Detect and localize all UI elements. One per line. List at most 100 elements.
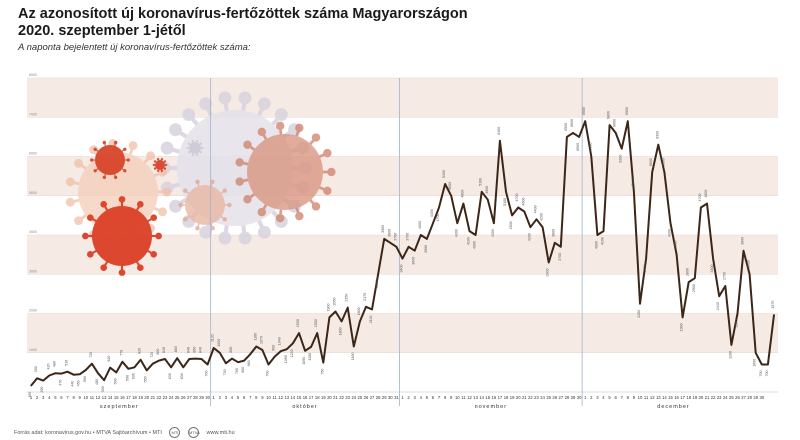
x-tick-label: 4: [602, 395, 605, 400]
data-label: 1000: [753, 359, 757, 367]
data-point: [176, 357, 178, 359]
x-tick-label: 6: [60, 395, 63, 400]
x-tick-label: 2: [407, 395, 410, 400]
data-label: 420: [46, 364, 50, 370]
data-label: 2050: [333, 298, 337, 306]
data-point: [438, 206, 440, 209]
data-point: [669, 222, 672, 224]
x-tick-label: 12: [278, 395, 283, 400]
data-point: [529, 226, 531, 228]
data-point: [298, 332, 300, 334]
data-point: [694, 277, 696, 279]
virus-spike-tip: [311, 133, 321, 142]
virus-spike-tip: [191, 153, 194, 157]
virus-spike-tip: [311, 202, 321, 211]
data-point: [682, 316, 684, 319]
x-tick-label: 12: [96, 395, 101, 400]
data-label: 1160: [253, 333, 257, 341]
virus-spike-tip: [150, 214, 158, 222]
data-point: [243, 360, 245, 362]
data-label: 960: [247, 360, 251, 366]
data-point: [231, 358, 233, 360]
data-label: 3300: [546, 268, 550, 276]
data-label: 1970: [771, 301, 775, 309]
data-point: [140, 359, 142, 361]
data-label: 840: [199, 347, 203, 353]
virus-spike-tip: [155, 232, 162, 240]
x-tick-label: 27: [370, 395, 375, 400]
virus-spike-tip: [199, 142, 203, 145]
data-label: 1070: [259, 336, 263, 344]
data-label: 4300: [430, 209, 434, 217]
x-tick-label: 14: [108, 395, 113, 400]
y-tick-label: 7000: [29, 112, 37, 116]
data-label: 700: [205, 371, 209, 377]
data-point: [97, 372, 99, 374]
virus-spike-tip: [275, 213, 285, 223]
virus-spike-tip: [128, 141, 138, 151]
data-point: [60, 372, 63, 375]
data-label: 2900: [692, 284, 696, 292]
data-point: [481, 191, 483, 193]
data-label: 2440: [716, 302, 720, 310]
data-label: 1800: [357, 307, 361, 315]
data-point: [261, 349, 264, 351]
data-point: [213, 347, 215, 349]
data-label: 5300: [442, 170, 446, 178]
data-point: [474, 234, 477, 236]
x-tick-label: 11: [272, 395, 277, 400]
data-point: [389, 242, 391, 244]
data-label: 3600: [412, 257, 416, 265]
x-tick-label: 2: [590, 395, 593, 400]
data-label: 6300: [655, 131, 659, 139]
data-point: [401, 257, 404, 260]
x-tick-label: 25: [358, 395, 363, 400]
data-label: 6800: [607, 111, 611, 119]
x-tick-label: 24: [351, 395, 356, 400]
data-label: 1090: [284, 355, 288, 363]
data-label: 480: [95, 379, 99, 385]
virus-spike-tip: [210, 225, 215, 231]
data-label: 900: [272, 345, 276, 351]
x-tick-label: 17: [498, 395, 503, 400]
virus-spike-tip: [163, 167, 167, 170]
data-label: 2170: [363, 293, 367, 301]
month-label: szeptember: [100, 404, 139, 410]
x-tick-label: 9: [633, 395, 636, 400]
data-label: 730: [223, 369, 227, 375]
x-tick-label: 30: [388, 395, 393, 400]
x-axis: 1 2 3 4 5 6 7 8 9 10 11 12 13 14 15 16 17 18 19 20 21 22 23 24 2…: [29, 73, 765, 410]
data-point: [267, 363, 270, 366]
data-label: 560: [83, 376, 87, 382]
data-label: 4200: [527, 233, 531, 241]
data-point: [249, 353, 251, 355]
data-label: 630: [168, 373, 172, 379]
virus-spike-tip: [100, 264, 108, 272]
data-label: 4100: [600, 237, 604, 245]
virus-spike-tip: [93, 147, 97, 151]
data-label: 4800: [704, 190, 708, 198]
data-label: 1040: [278, 337, 282, 345]
data-label: 4900: [485, 186, 489, 194]
data-point: [602, 230, 605, 232]
footer: Forrás adat: koronavirus.gov.hu • MTVA S…: [14, 427, 241, 438]
x-tick-label: 25: [175, 395, 180, 400]
x-tick-label: 10: [455, 395, 460, 400]
data-label: 5600: [649, 158, 653, 166]
x-tick-label: 5: [608, 395, 611, 400]
data-point: [237, 361, 239, 363]
y-tick-label: 5000: [29, 191, 37, 195]
data-point: [566, 136, 568, 138]
data-label: 290: [40, 387, 44, 393]
data-point: [146, 369, 148, 372]
x-tick-label: 29: [199, 395, 204, 400]
virus-spike-tip: [74, 158, 83, 168]
x-tick-label: 18: [315, 395, 320, 400]
x-tick-label: 16: [674, 395, 679, 400]
x-tick-label: 15: [485, 395, 490, 400]
virus-spike-tip: [227, 202, 232, 208]
data-point: [657, 144, 659, 146]
x-tick-label: 16: [120, 395, 125, 400]
data-label: 1000: [217, 339, 221, 347]
x-tick-label: 15: [114, 395, 119, 400]
